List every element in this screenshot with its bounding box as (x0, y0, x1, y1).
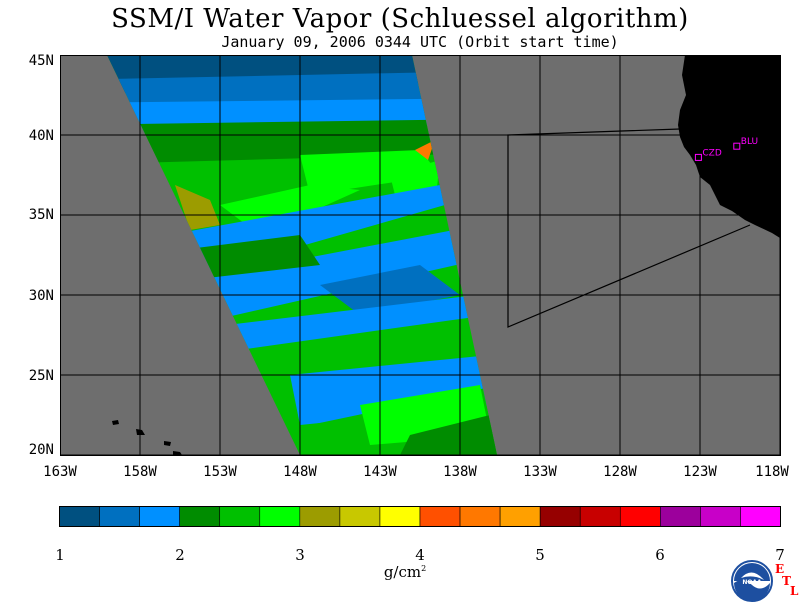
lon-label-128w: 128W (603, 464, 637, 480)
station-label-czd: CZD (702, 148, 721, 158)
lon-label-138w: 138W (443, 464, 477, 480)
island (173, 451, 182, 455)
colorbar-cell (499, 506, 541, 527)
colorbar-cell (579, 506, 621, 527)
colorbar-cell (139, 506, 180, 527)
colorbar-unit: g/cm (383, 563, 422, 581)
colorbar-cell (299, 506, 341, 527)
lon-label-148w: 148W (283, 464, 317, 480)
island (164, 441, 171, 446)
colorbar-tick-5: 5 (535, 546, 545, 564)
map-frame (60, 55, 781, 456)
noaa-logo-icon: NOAA (731, 560, 773, 602)
lon-label-133w: 133W (523, 464, 557, 480)
etl-letter-l: L (790, 584, 799, 598)
colorbar-cell (179, 506, 221, 527)
page-title: SSM/I Water Vapor (Schluessel algorithm) (111, 4, 689, 34)
colorbar-cell (539, 506, 581, 527)
station-label-blu: BLU (741, 137, 758, 147)
graticule (60, 55, 780, 455)
lon-label-153w: 153W (203, 464, 237, 480)
lat-label-40n: 40N (28, 128, 54, 144)
lon-label-163w: 163W (43, 464, 77, 480)
colorbar-cell (700, 506, 741, 527)
logo-text: NOAA (742, 579, 762, 586)
station-layer: CZD BLU (694, 137, 758, 161)
lon-label-158w: 158W (123, 464, 157, 480)
lat-label-45n: 45N (28, 53, 54, 69)
station-marker-blu (733, 142, 741, 150)
water-vapor-map: CZD BLU (60, 55, 781, 456)
colorbar-cell (219, 506, 261, 527)
colorbar-unit-label: g/cm2 (360, 563, 450, 581)
lat-label-35n: 35N (28, 207, 54, 223)
colorbar-cell (339, 506, 381, 527)
lon-label-143w: 143W (363, 464, 397, 480)
colorbar-unit-exponent: 2 (421, 564, 427, 573)
colorbar-cell (660, 506, 701, 527)
lat-label-25n: 25N (28, 368, 54, 384)
colorbar (59, 506, 781, 527)
land-mass (678, 55, 780, 238)
colorbar-tick-3: 3 (295, 546, 305, 564)
colorbar-cell (379, 506, 421, 527)
island (112, 420, 119, 425)
page-subtitle: January 09, 2006 0344 UTC (Orbit start t… (221, 33, 619, 51)
colorbar-cell (619, 506, 661, 527)
lat-label-30n: 30N (28, 288, 54, 304)
colorbar-tick-7: 7 (775, 546, 785, 564)
colorbar-cell (59, 506, 100, 527)
study-region-outline (507, 128, 751, 328)
colorbar-cell (259, 506, 301, 527)
colorbar-cell (99, 506, 140, 527)
colorbar-tick-1: 1 (55, 546, 65, 564)
colorbar-cell (419, 506, 461, 527)
lon-label-123w: 123W (683, 464, 717, 480)
colorbar-tick-6: 6 (655, 546, 665, 564)
colorbar-tick-4: 4 (415, 546, 425, 564)
colorbar-frame (59, 506, 781, 527)
colorbar-tick-2: 2 (175, 546, 185, 564)
lat-label-20n: 20N (28, 442, 54, 458)
etl-letter-t: T (782, 574, 791, 588)
lon-label-118w: 118W (755, 464, 789, 480)
colorbar-cell (740, 506, 781, 527)
station-marker-czd (694, 153, 702, 161)
etl-letter-e: E (775, 562, 785, 576)
colorbar-cell (459, 506, 501, 527)
